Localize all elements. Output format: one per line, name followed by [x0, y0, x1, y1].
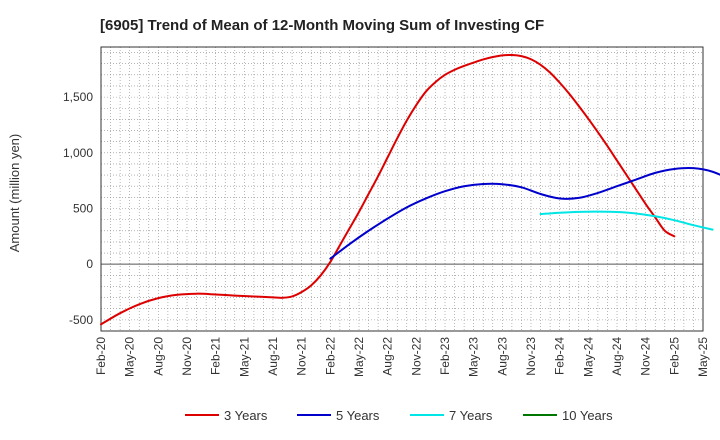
legend-label-7-years: 7 Years — [449, 408, 493, 423]
x-tick-label: May-23 — [467, 337, 481, 377]
x-tick-label: Feb-25 — [667, 337, 681, 375]
x-tick-label: Feb-22 — [323, 337, 337, 375]
x-tick-label: Feb-24 — [553, 337, 567, 375]
x-tick-labels: Feb-20 May-20 Aug-20 Nov-20 Feb-21 May-21 Aug-… — [94, 337, 710, 377]
x-tick-label: Nov-22 — [409, 337, 423, 376]
x-tick-label: Nov-23 — [524, 337, 538, 376]
x-tick-label: Feb-20 — [94, 337, 108, 375]
legend-label-3-years: 3 Years — [224, 408, 268, 423]
y-tick-label: -500 — [69, 313, 93, 327]
x-tick-label: May-24 — [581, 337, 595, 377]
x-tick-label: May-22 — [352, 337, 366, 377]
y-tick-label: 1,500 — [63, 90, 93, 104]
x-tick-label: May-21 — [237, 337, 251, 377]
y-tick-label: 0 — [86, 257, 93, 271]
y-tick-labels: -500 0 500 1,000 1,500 — [63, 90, 93, 327]
x-tick-label: May-25 — [696, 337, 710, 377]
x-tick-label: Feb-23 — [438, 337, 452, 375]
x-tick-label: Aug-23 — [495, 337, 509, 376]
series-line-7-years — [539, 210, 714, 231]
series-group — [100, 53, 720, 326]
series-line-5-years — [329, 166, 720, 260]
x-tick-label: Aug-20 — [151, 337, 165, 376]
x-tick-label: Nov-20 — [180, 337, 194, 376]
y-tick-label: 500 — [73, 201, 93, 215]
x-tick-label: Nov-21 — [295, 337, 309, 376]
legend-label-10-years: 10 Years — [562, 408, 613, 423]
x-tick-label: Aug-22 — [381, 337, 395, 376]
x-tick-label: Feb-21 — [209, 337, 223, 375]
y-tick-label: 1,000 — [63, 146, 93, 160]
x-tick-label: Nov-24 — [639, 337, 653, 376]
legend-label-5-years: 5 Years — [336, 408, 380, 423]
y-axis-label: Amount (million yen) — [7, 134, 22, 253]
plot-border — [100, 46, 704, 332]
legend: 3 Years 5 Years 7 Years 10 Years — [185, 408, 613, 423]
series-line-3-years — [100, 53, 676, 326]
chart-title: [6905] Trend of Mean of 12-Month Moving … — [100, 17, 544, 34]
plot-area — [101, 47, 703, 331]
x-tick-label: Aug-21 — [266, 337, 280, 376]
x-tick-label: May-20 — [123, 337, 137, 377]
x-tick-label: Aug-24 — [610, 337, 624, 376]
